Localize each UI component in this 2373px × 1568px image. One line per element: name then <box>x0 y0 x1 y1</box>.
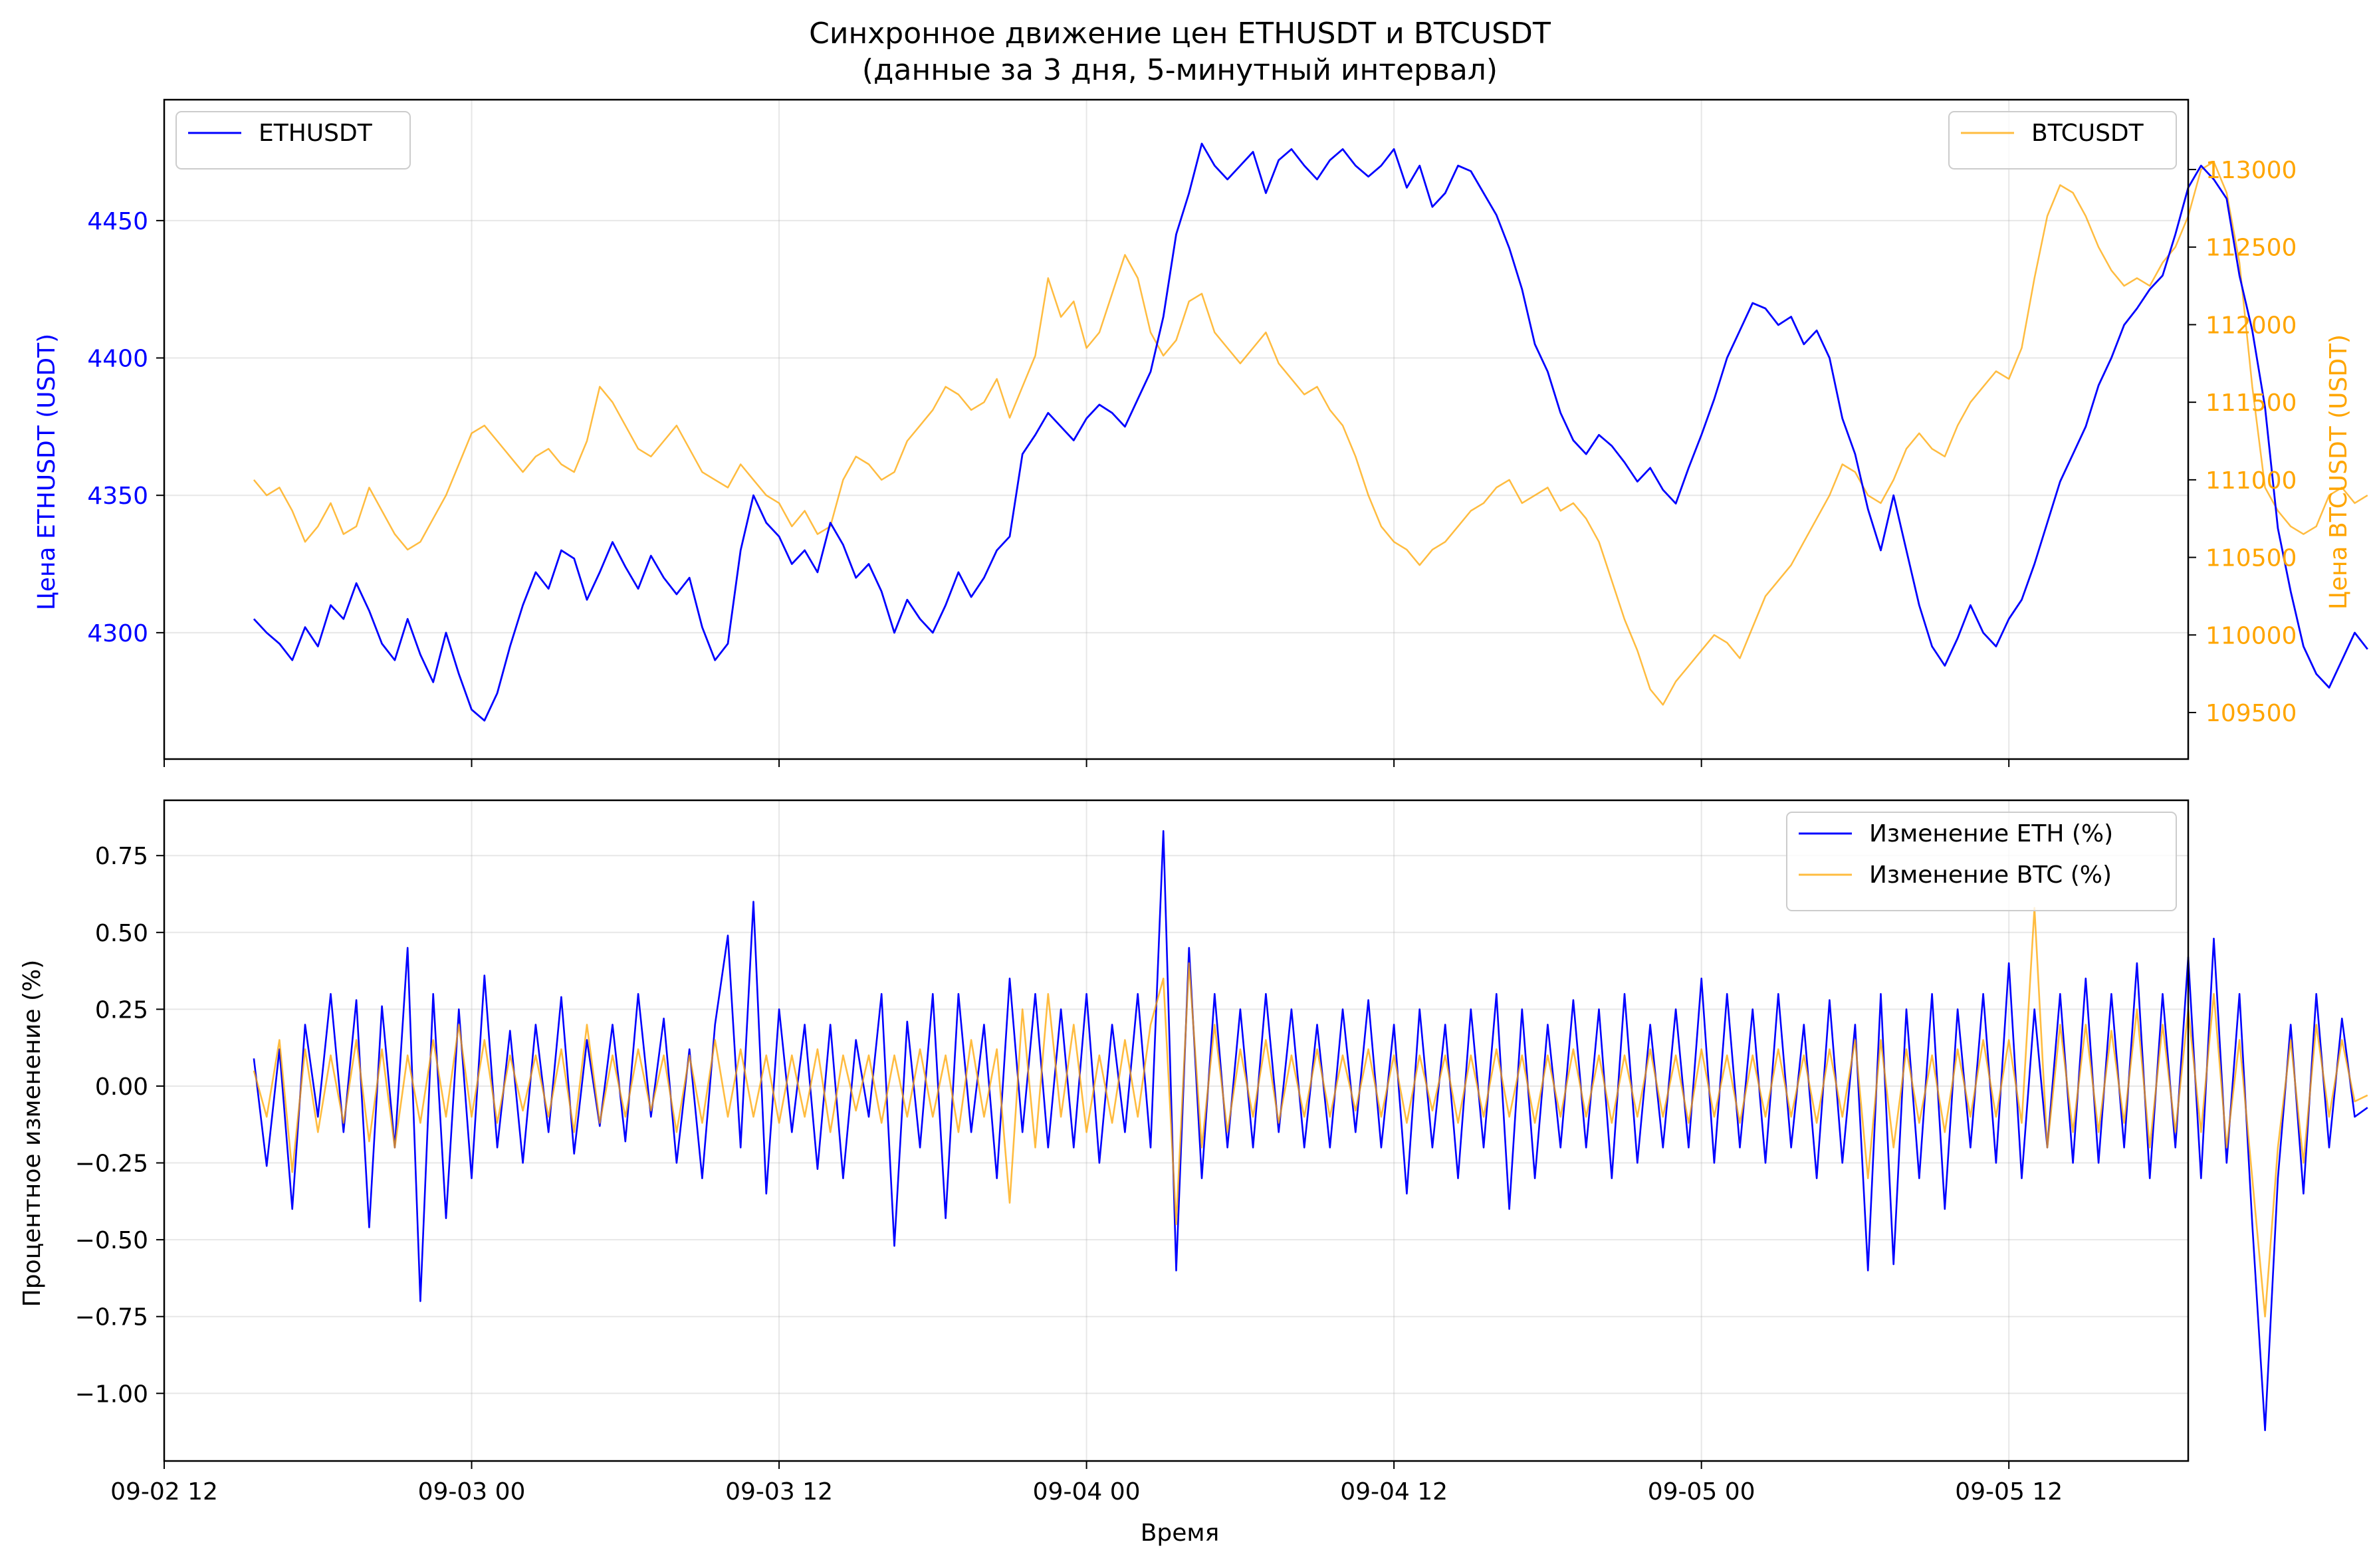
top-right-y-tick-label: 110000 <box>2205 622 2297 649</box>
top-right-y-tick-label: 113000 <box>2205 157 2297 184</box>
x-tick-label: 09-05 00 <box>1648 1478 1755 1506</box>
legend-top-left: ETHUSDT <box>175 111 411 169</box>
x-tick-label: 09-03 12 <box>725 1478 833 1506</box>
axes-layer: 09-02 12 09-03 00 09-03 12 09-04 00 09-04 12… <box>75 98 2297 1506</box>
series-line-btcusdt <box>253 161 2368 706</box>
top-right-y-tick-label: 112000 <box>2205 312 2297 339</box>
top-left-y-tick-label: 4450 <box>87 208 148 235</box>
legend-label: ETHUSDT <box>259 120 373 147</box>
x-tick-label: 09-05 12 <box>1955 1478 2063 1506</box>
bottom-y-tick-label: 0.00 <box>95 1073 148 1101</box>
bottom-y-tick-label: −1.00 <box>75 1381 148 1408</box>
chart-title-line-2: (данные за 3 дня, 5-минутный интервал) <box>862 53 1498 87</box>
series-layer <box>253 142 2368 1432</box>
top-left-y-tick-label: 4400 <box>87 346 148 373</box>
top-left-y-tick-label: 4300 <box>87 620 148 647</box>
bottom-y-tick-label: 0.25 <box>95 996 148 1024</box>
x-tick-label: 09-03 00 <box>418 1478 526 1506</box>
top-right-axis-label: Цена BTCUSDT (USDT) <box>2325 334 2352 610</box>
top-left-axis-label: Цена ETHUSDT (USDT) <box>33 334 60 610</box>
bottom-y-tick-label: 0.50 <box>95 920 148 947</box>
x-tick-label: 09-04 12 <box>1340 1478 1448 1506</box>
bottom-axis-label: Процентное изменение (%) <box>19 960 46 1307</box>
series-line-btc-change <box>253 907 2368 1317</box>
bottom-y-tick-label: −0.50 <box>75 1227 148 1254</box>
series-line-ethusdt <box>253 142 2368 722</box>
top-right-y-tick-label: 112500 <box>2205 235 2297 262</box>
top-right-y-tick-label: 109500 <box>2205 700 2297 727</box>
bottom-y-tick-label: 0.75 <box>95 843 148 870</box>
chart-title-line-1: Синхронное движение цен ETHUSDT и BTCUSD… <box>809 17 1551 51</box>
x-axis-label: Время <box>1141 1519 1220 1547</box>
legend-label: Изменение ETH (%) <box>1869 820 2113 847</box>
legend-bottom: Изменение ETH (%) Изменение BTC (%) <box>1786 812 2177 911</box>
x-tick-label: 09-04 00 <box>1033 1478 1141 1506</box>
top-right-y-tick-label: 110500 <box>2205 545 2297 572</box>
grid-layer <box>164 100 2188 1461</box>
bottom-plot-frame <box>163 799 2190 1462</box>
bottom-y-tick-label: −0.25 <box>75 1151 148 1178</box>
top-plot-frame <box>163 98 2190 760</box>
top-left-y-tick-label: 4350 <box>87 483 148 510</box>
bottom-y-tick-label: −0.75 <box>75 1304 148 1331</box>
x-tick-label: 09-02 12 <box>110 1478 218 1506</box>
legend-top-right: BTCUSDT <box>1948 111 2177 169</box>
legend-top-right-frame <box>1948 111 2177 169</box>
legend-top-left-frame <box>175 111 411 169</box>
legend-label: Изменение BTC (%) <box>1869 861 2112 889</box>
top-right-y-tick-label: 111000 <box>2205 467 2297 495</box>
legend-label: BTCUSDT <box>2031 120 2144 147</box>
top-right-y-tick-label: 111500 <box>2205 390 2297 417</box>
legend-bottom-frame <box>1786 812 2177 911</box>
